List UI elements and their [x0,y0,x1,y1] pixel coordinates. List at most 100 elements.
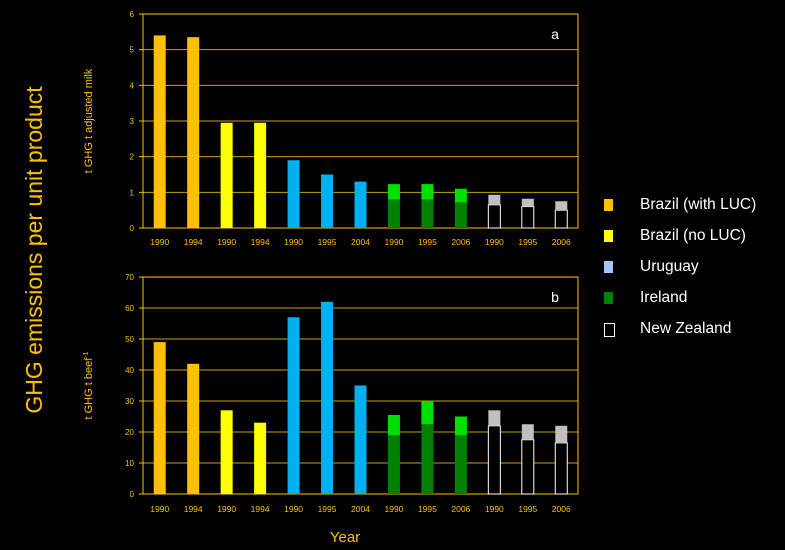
chart-panel-b: 0 10 20 30 40 50 60 70 1990 1994 1990 1994 1990 1995 2… [83,273,579,514]
y-axis-label: t GHG t adjusted milk [83,68,95,173]
bar-stack-top [521,198,534,207]
x-tick-label: 2006 [552,237,571,247]
x-tick-label: 1990 [385,504,404,514]
y-axis-label-text: t GHG t adjusted milk [83,68,95,173]
bar [454,435,467,494]
x-tick-label: 1995 [418,504,437,514]
legend-swatch [604,323,615,337]
legend-label: Brazil (with LUC) [640,196,757,213]
x-tick-label: 2004 [351,504,370,514]
legend-label: Brazil (no LUC) [640,227,746,244]
y-tick-label: 1 [130,188,135,197]
bar [187,37,200,228]
legend-swatch [604,261,613,273]
bar-stack-top [521,424,534,440]
x-tick-label: 1994 [184,237,203,247]
bar [421,199,434,228]
bar [321,301,334,494]
panel-label: a [551,26,559,42]
bar [287,317,300,494]
y-tick-label: 2 [130,153,135,162]
bar [487,425,501,495]
bar-stack-top [454,416,467,436]
legend-swatch [604,292,613,304]
x-tick-label: 2004 [351,237,370,247]
x-tick-label: 2006 [552,504,571,514]
legend-label: Ireland [640,289,688,306]
x-axis-label: Year [330,529,360,546]
bar [153,35,166,229]
y-tick-label: 3 [130,117,135,126]
x-tick-label: 1990 [485,237,504,247]
bar [521,206,535,229]
y-tick-label: 4 [130,81,135,90]
bar [220,122,233,228]
bar [354,385,367,494]
x-tick-label: 1994 [251,504,270,514]
x-tick-label: 1995 [418,237,437,247]
y-tick-label: 50 [125,335,134,344]
y-axis-label-superscript: -1 [83,351,90,357]
x-tick-label: 1990 [284,504,303,514]
x-tick-label: 1990 [485,504,504,514]
bar [254,122,267,228]
bar [387,435,400,494]
x-tick-label: 1995 [318,504,337,514]
bar-stack-top [454,188,467,203]
legend-swatch [604,199,613,211]
x-tick-label: 2006 [451,504,470,514]
legend-item-brazil-with-luc: Brazil (with LUC) [598,192,783,223]
legend-item-new-zealand: New Zealand [598,316,783,347]
bar [454,202,467,228]
legend-label: New Zealand [640,320,732,337]
y-tick-label: 20 [125,428,134,437]
x-tick-label: 1990 [150,237,169,247]
bar [220,410,233,494]
legend-swatch [604,230,613,242]
bar [321,174,334,228]
legend-item-uruguay: Uruguay [598,254,783,285]
bar-stack-top [421,184,434,200]
y-tick-label: 6 [130,10,135,19]
panel-label: b [551,289,559,305]
y-tick-label: 10 [125,459,134,468]
legend-label: Uruguay [640,258,699,275]
bar [187,363,200,494]
chart-panel-a: 0 1 2 3 4 5 6 1990 1994 1990 1994 1990 1995 2004 1990 1… [83,10,579,247]
x-tick-label: 1990 [217,504,236,514]
bar [521,439,535,495]
legend-item-brazil-no-luc: Brazil (no LUC) [598,223,783,254]
bar [554,442,568,495]
x-tick-label: 1995 [518,504,537,514]
y-axis-label: t GHG t beef-1 [83,351,95,419]
y-tick-label: 40 [125,366,134,375]
bar [287,160,300,228]
x-tick-label: 1995 [318,237,337,247]
bar [387,199,400,228]
bar [554,209,568,229]
bar [254,422,267,494]
legend: Brazil (with LUC) Brazil (no LUC) Urugua… [598,192,783,347]
x-tick-label: 1990 [284,237,303,247]
bar [421,424,434,494]
bar [487,204,501,229]
x-tick-label: 1990 [385,237,404,247]
y-tick-label: 0 [130,490,135,499]
x-tick-label: 1990 [150,504,169,514]
y-tick-label: 0 [130,224,135,233]
bar-stack-top [555,201,568,211]
bar [354,181,367,228]
x-tick-label: 2006 [451,237,470,247]
x-tick-label: 1995 [518,237,537,247]
bar-stack-top [488,410,501,426]
bar-stack-top [488,194,501,205]
y-axis-label-text: t GHG t beef [83,357,95,420]
legend-item-ireland: Ireland [598,285,783,316]
main-y-axis-label: GHG emissions per unit product [21,86,47,414]
y-tick-label: 70 [125,273,134,282]
bar-stack-top [421,401,434,425]
bar-stack-top [387,184,400,200]
y-tick-label: 30 [125,397,134,406]
bar [153,342,166,494]
